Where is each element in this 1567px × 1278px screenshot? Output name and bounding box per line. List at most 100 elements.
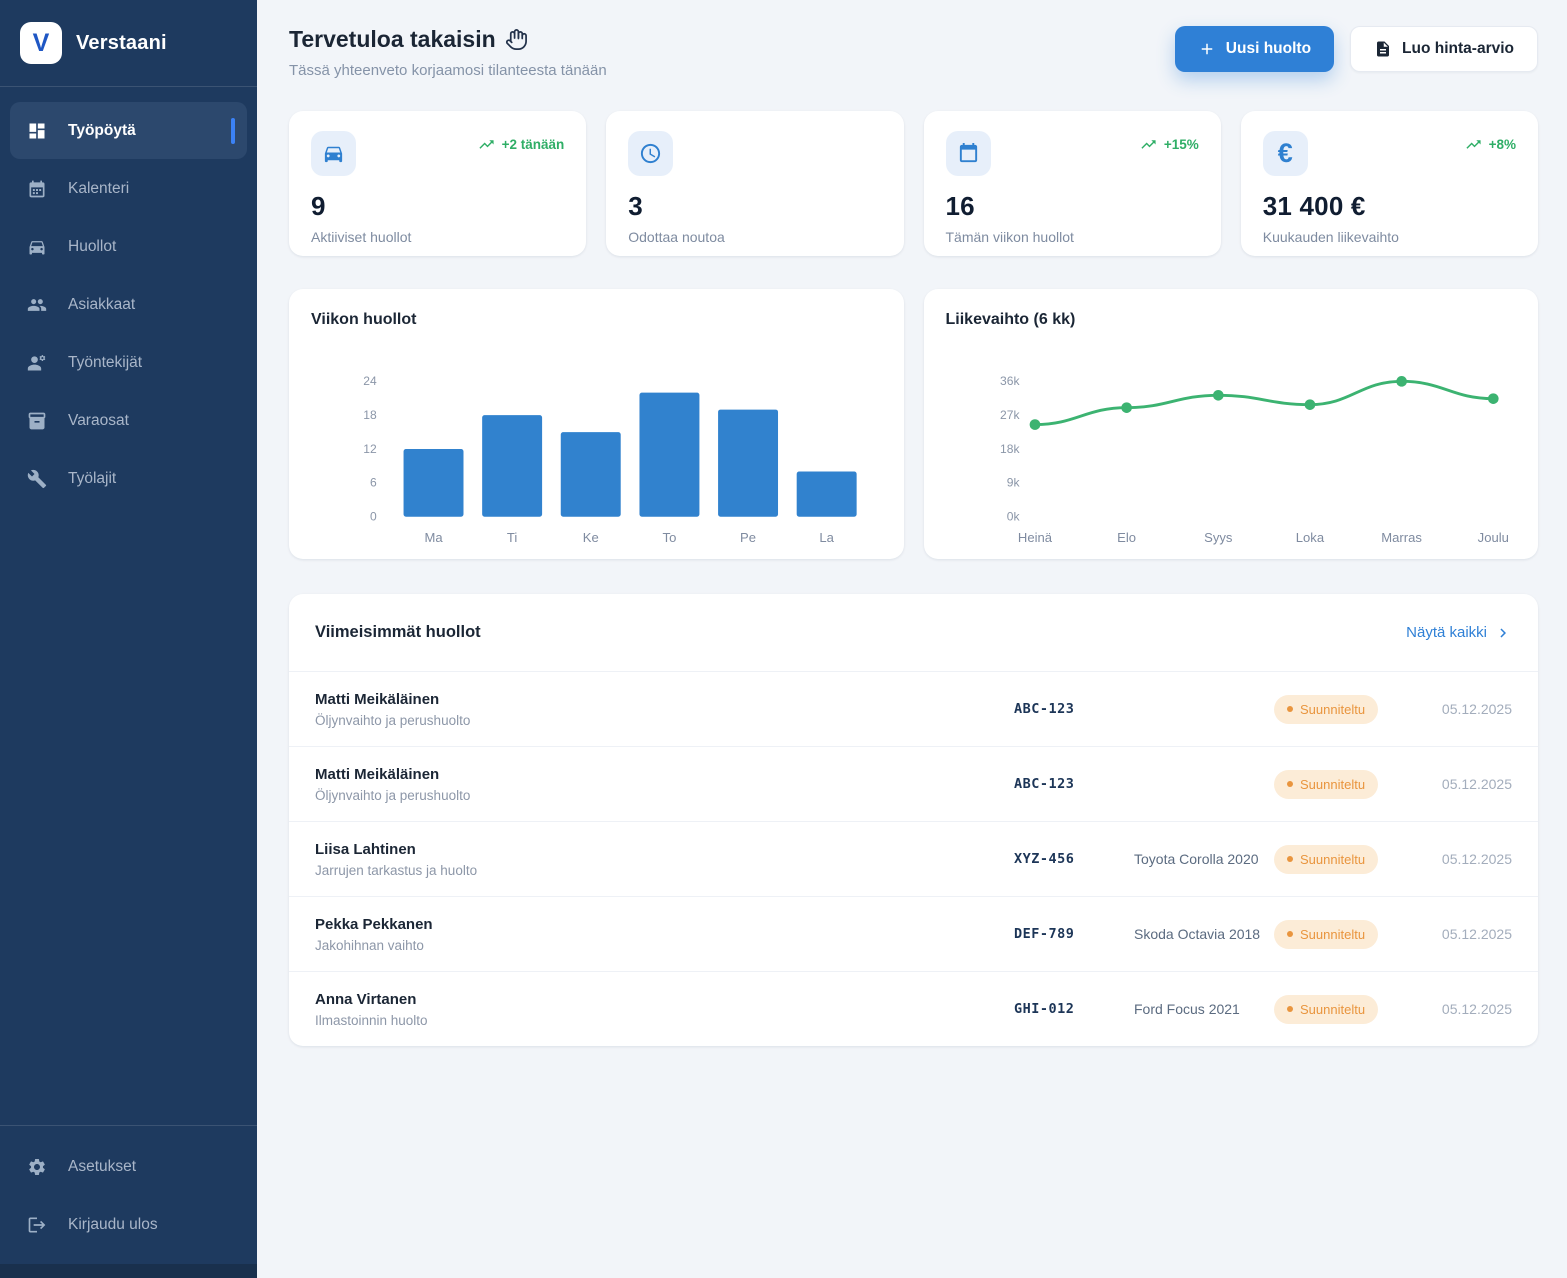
service-date: 05.12.2025 — [1441, 926, 1512, 942]
sidebar-item-label: Asiakkaat — [68, 295, 136, 313]
dashboard-icon — [27, 121, 47, 141]
license-plate: XYZ-456 — [1014, 851, 1075, 867]
status-badge: Suunniteltu — [1274, 994, 1379, 1024]
svg-text:27k: 27k — [1000, 408, 1020, 422]
svg-text:12: 12 — [363, 442, 377, 456]
customer-name: Matti Meikäläinen — [315, 765, 440, 783]
sidebar-item-kirjaudu-ulos[interactable]: Kirjaudu ulos — [10, 1196, 247, 1253]
status-badge: Suunniteltu — [1274, 844, 1379, 874]
svg-text:Ke: Ke — [583, 530, 599, 545]
svg-text:Ti: Ti — [507, 530, 517, 545]
people-icon — [27, 295, 47, 315]
status-badge: Suunniteltu — [1274, 694, 1379, 724]
sidebar-item-label: Kalenteri — [68, 179, 130, 197]
sidebar-bottom-strip — [0, 1264, 257, 1278]
header-actions: Uusi huolto Luo hinta-arvio — [1174, 26, 1538, 72]
customer-name: Pekka Pekkanen — [315, 915, 433, 933]
sidebar: V Verstaani Työpöytä Kalenteri Huollot — [0, 0, 257, 1278]
charts-row: Viikon huollot 0 6 12 18 24 Ma Ti Ke To Pe La Liik… — [289, 289, 1538, 559]
vehicle-model: Skoda Octavia 2018 — [1134, 926, 1261, 942]
svg-text:36k: 36k — [1000, 374, 1020, 388]
svg-text:Pe: Pe — [740, 530, 756, 545]
sidebar-item-label: Työpöytä — [68, 121, 136, 139]
service-date: 05.12.2025 — [1441, 851, 1512, 867]
table-row[interactable]: Matti Meikäläinen Öljynvaihto ja perushu… — [289, 671, 1538, 746]
table-row[interactable]: Anna Virtanen Ilmastoinnin huolto GHI-01… — [289, 971, 1538, 1046]
svg-text:Heinä: Heinä — [1017, 530, 1052, 545]
table-title: Viimeisimmät huollot — [315, 623, 481, 641]
sidebar-item-tyontekijat[interactable]: Työntekijät — [10, 334, 247, 391]
svg-text:Elo: Elo — [1117, 530, 1136, 545]
chart-title: Liikevaihto (6 kk) — [945, 311, 1076, 328]
sidebar-item-tyolajit[interactable]: Työlajit — [10, 450, 247, 507]
sidebar-divider — [0, 86, 257, 87]
sidebar-nav: Työpöytä Kalenteri Huollot Asiakkaat — [0, 87, 257, 1125]
recent-services-card: Viimeisimmät huollot Näytä kaikki Matti … — [289, 594, 1538, 1046]
stat-value: 31 400 € — [1262, 191, 1366, 221]
svg-text:To: To — [663, 530, 677, 545]
calendar-icon — [945, 131, 991, 176]
waving-hand-icon — [505, 28, 528, 51]
svg-text:18: 18 — [363, 408, 377, 422]
status-dot-icon — [1287, 856, 1293, 862]
calendar-icon — [27, 179, 47, 199]
trending-up-icon — [1465, 136, 1482, 153]
sidebar-item-tyopoyta[interactable]: Työpöytä — [10, 102, 247, 159]
stat-value: 16 — [945, 191, 975, 221]
sidebar-item-label: Asetukset — [68, 1157, 137, 1175]
vehicle-model: Ford Focus 2021 — [1134, 1001, 1240, 1017]
license-plate: GHI-012 — [1014, 1001, 1075, 1017]
stat-trend-badge: +2 tänään — [478, 136, 564, 153]
svg-text:Loka: Loka — [1295, 530, 1324, 545]
service-date: 05.12.2025 — [1441, 701, 1512, 717]
weekly-services-bar-chart: 0 6 12 18 24 Ma Ti Ke To Pe La — [363, 374, 857, 545]
plus-icon — [1198, 40, 1216, 58]
sidebar-item-label: Työlajit — [68, 469, 117, 487]
stat-trend-badge: +8% — [1465, 136, 1516, 153]
sidebar-item-asiakkaat[interactable]: Asiakkaat — [10, 276, 247, 333]
customer-name: Anna Virtanen — [315, 990, 417, 1008]
service-date: 05.12.2025 — [1441, 776, 1512, 792]
sidebar-item-varaosat[interactable]: Varaosat — [10, 392, 247, 449]
trending-up-icon — [1140, 136, 1157, 153]
clock-icon — [628, 131, 674, 176]
svg-text:Joulu: Joulu — [1477, 530, 1508, 545]
table-row[interactable]: Liisa Lahtinen Jarrujen tarkastus ja huo… — [289, 821, 1538, 896]
service-date: 05.12.2025 — [1441, 1001, 1512, 1017]
brand: V Verstaani — [0, 0, 257, 86]
page-title: Tervetuloa takaisin — [289, 26, 607, 53]
svg-text:Ma: Ma — [424, 530, 443, 545]
sidebar-item-label: Työntekijät — [68, 353, 143, 371]
app-logo-icon: V — [20, 22, 62, 64]
svg-text:0k: 0k — [1006, 510, 1020, 524]
new-service-button[interactable]: Uusi huolto — [1174, 26, 1335, 72]
logo-letter: V — [32, 28, 50, 57]
sidebar-item-kalenteri[interactable]: Kalenteri — [10, 160, 247, 217]
table-row[interactable]: Matti Meikäläinen Öljynvaihto ja perushu… — [289, 746, 1538, 821]
worker-icon — [27, 353, 47, 373]
document-icon — [1374, 40, 1392, 58]
service-description: Jakohihnan vaihto — [315, 937, 424, 953]
stat-trend-badge: +15% — [1140, 136, 1199, 153]
create-estimate-button[interactable]: Luo hinta-arvio — [1350, 26, 1538, 72]
sidebar-footer-divider — [0, 1125, 257, 1126]
svg-text:24: 24 — [363, 374, 377, 388]
inventory-icon — [27, 411, 47, 431]
svg-text:0: 0 — [370, 510, 377, 524]
view-all-link[interactable]: Näytä kaikki — [1406, 624, 1512, 642]
service-description: Öljynvaihto ja perushuolto — [315, 712, 471, 728]
welcome-text: Tervetuloa takaisin — [289, 26, 496, 52]
sidebar-item-huollot[interactable]: Huollot — [10, 218, 247, 275]
active-indicator — [231, 117, 235, 144]
license-plate: DEF-789 — [1014, 926, 1075, 942]
sidebar-footer: Asetukset Kirjaudu ulos — [0, 1126, 257, 1254]
sidebar-item-asetukset[interactable]: Asetukset — [10, 1138, 247, 1195]
logout-icon — [27, 1215, 47, 1235]
vehicle-model: Toyota Corolla 2020 — [1134, 851, 1259, 867]
sidebar-item-label: Varaosat — [68, 411, 129, 429]
table-row[interactable]: Pekka Pekkanen Jakohihnan vaihto DEF-789… — [289, 896, 1538, 971]
status-dot-icon — [1287, 931, 1293, 937]
stats-row: +2 tänään 9 Aktiiviset huollot 3 Odottaa… — [289, 111, 1538, 256]
page-header: Tervetuloa takaisin Tässä yhteenveto kor… — [289, 26, 1538, 79]
sidebar-item-label: Kirjaudu ulos — [68, 1215, 158, 1233]
